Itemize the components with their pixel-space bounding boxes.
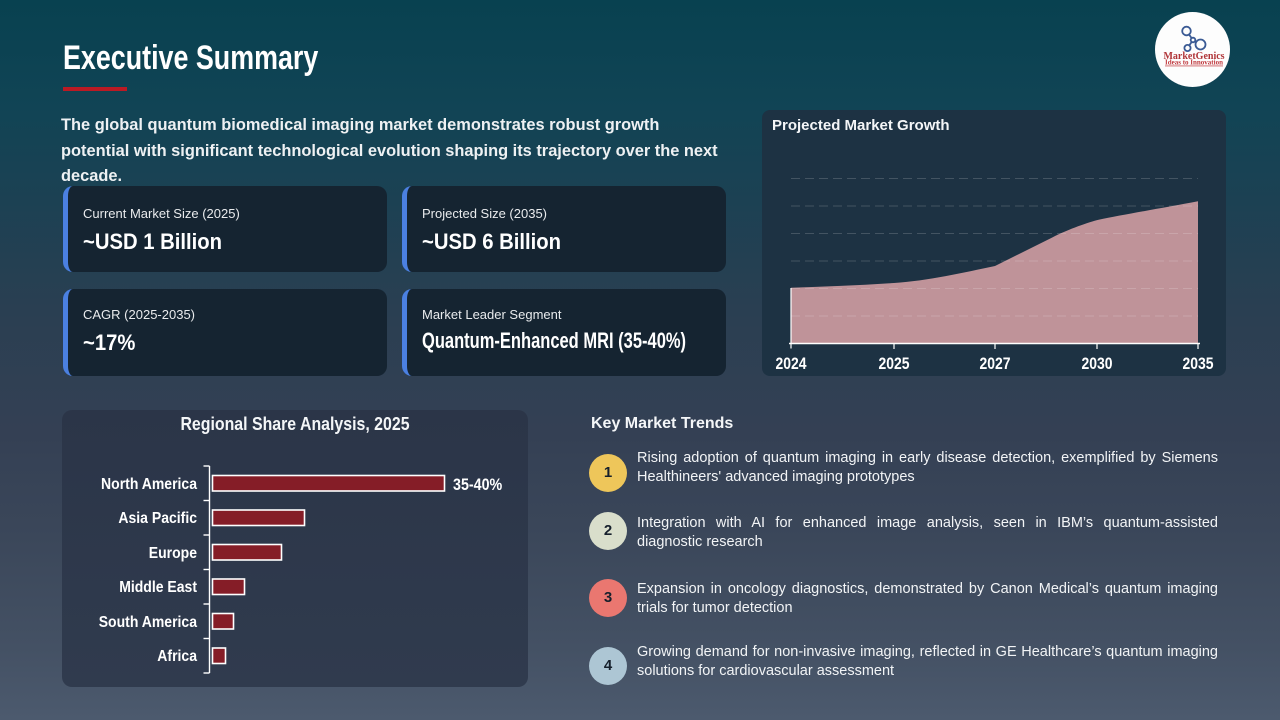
svg-text:Ideas to Innovation: Ideas to Innovation xyxy=(1165,59,1223,67)
svg-text:MarketGenics: MarketGenics xyxy=(1163,51,1224,62)
